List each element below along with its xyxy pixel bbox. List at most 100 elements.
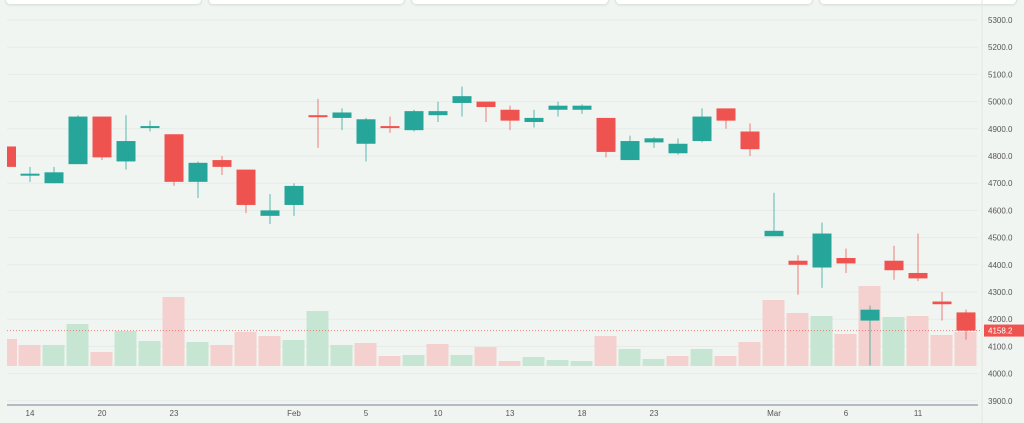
- candle[interactable]: [212, 156, 232, 176]
- y-tick-label: 5300.0: [988, 16, 1013, 25]
- volume-bar: [354, 343, 377, 366]
- candle[interactable]: [956, 309, 976, 340]
- candle[interactable]: [308, 98, 328, 148]
- y-tick-label: 4200.0: [988, 315, 1013, 324]
- y-tick-label: 3900.0: [988, 397, 1013, 406]
- time-axis[interactable]: 14 20 23 Feb 5 10 13 18 23 Mar 6 11: [26, 409, 923, 418]
- candle[interactable]: [524, 109, 544, 128]
- volume-bar: [690, 349, 713, 366]
- volume-bar: [474, 347, 497, 366]
- candle[interactable]: [7, 146, 16, 167]
- y-tick-label: 4300.0: [988, 288, 1013, 297]
- candle[interactable]: [740, 123, 760, 156]
- candle[interactable]: [284, 183, 304, 216]
- candle[interactable]: [716, 108, 736, 129]
- candle[interactable]: [500, 105, 520, 131]
- x-tick-label: 11: [914, 409, 923, 418]
- candle[interactable]: [620, 135, 640, 161]
- candle[interactable]: [236, 169, 256, 214]
- candle[interactable]: [380, 116, 400, 133]
- summary-cards-row: [0, 0, 1024, 5]
- volume-bar: [162, 297, 185, 366]
- volume-bar: [306, 311, 329, 366]
- price-axis[interactable]: 5300.0 5200.0 5100.0 5000.0 4900.0 4800.0 4700…: [981, 0, 1013, 423]
- y-tick-label: 4600.0: [988, 206, 1013, 215]
- volume-bar: [90, 352, 113, 366]
- volume-bar: [138, 341, 161, 366]
- y-tick-label: 4100.0: [988, 342, 1013, 351]
- candle[interactable]: [356, 117, 376, 162]
- candle[interactable]: [668, 138, 688, 155]
- x-tick-label: 18: [578, 409, 587, 418]
- candle[interactable]: [428, 101, 448, 122]
- candle[interactable]: [404, 109, 424, 132]
- candle[interactable]: [452, 86, 472, 117]
- candle[interactable]: [116, 115, 136, 170]
- volume-bar: [642, 359, 665, 366]
- candle[interactable]: [476, 101, 496, 122]
- candle[interactable]: [812, 222, 832, 288]
- volume-bar: [7, 339, 17, 366]
- candle[interactable]: [164, 134, 184, 186]
- x-tick-label: 20: [98, 409, 107, 418]
- x-tick-label: 6: [844, 409, 849, 418]
- candle[interactable]: [188, 161, 208, 199]
- y-tick-label: 4400.0: [988, 261, 1013, 270]
- candle[interactable]: [92, 116, 112, 161]
- candle[interactable]: [548, 101, 568, 117]
- candle[interactable]: [572, 104, 592, 114]
- x-tick-label: Mar: [767, 409, 781, 418]
- x-tick-label: 5: [364, 409, 369, 418]
- svg-text:4158.2: 4158.2: [988, 327, 1013, 336]
- volume-bar: [906, 316, 929, 366]
- volume-bar: [738, 342, 761, 366]
- volume-bar: [786, 313, 809, 366]
- y-tick-label: 4500.0: [988, 234, 1013, 243]
- volume-bar: [930, 335, 953, 366]
- y-tick-label: 4900.0: [988, 125, 1013, 134]
- y-tick-label: 4700.0: [988, 179, 1013, 188]
- last-price-tag: 4158.2: [984, 324, 1024, 337]
- volume-bar: [42, 345, 65, 366]
- volume-bar: [114, 331, 137, 366]
- y-tick-label: 5100.0: [988, 70, 1013, 79]
- candle[interactable]: [20, 166, 40, 182]
- candle[interactable]: [692, 108, 712, 143]
- candle[interactable]: [644, 136, 664, 148]
- volume-bar: [210, 345, 233, 366]
- volume-bar: [234, 332, 257, 366]
- candle[interactable]: [44, 166, 64, 184]
- candle[interactable]: [764, 192, 784, 237]
- volume-bar: [426, 344, 449, 366]
- volume-bar: [546, 360, 569, 366]
- candle[interactable]: [908, 233, 928, 282]
- candle[interactable]: [836, 248, 856, 273]
- candle[interactable]: [932, 292, 952, 321]
- candle[interactable]: [140, 120, 160, 132]
- volume-bar: [378, 356, 401, 366]
- candle[interactable]: [68, 115, 88, 165]
- volume-bar: [954, 332, 977, 366]
- candle[interactable]: [884, 245, 904, 280]
- volume-bar: [450, 355, 473, 366]
- y-tick-label: 5000.0: [988, 98, 1013, 107]
- volume-bars: [7, 286, 977, 366]
- candle[interactable]: [332, 108, 352, 131]
- volume-bar: [330, 345, 353, 366]
- candle[interactable]: [788, 255, 808, 295]
- candle[interactable]: [596, 117, 616, 158]
- volume-bar: [570, 361, 593, 366]
- candle[interactable]: [860, 305, 880, 366]
- y-tick-label: 5200.0: [988, 43, 1013, 52]
- candle[interactable]: [260, 194, 280, 224]
- volume-bar: [282, 340, 305, 366]
- volume-bar: [618, 349, 641, 366]
- volume-bar: [18, 345, 41, 366]
- volume-bar: [498, 361, 521, 366]
- volume-bar: [66, 324, 89, 366]
- candles: [7, 86, 976, 366]
- volume-bar: [714, 356, 737, 366]
- x-tick-label: 23: [170, 409, 179, 418]
- x-tick-label: 14: [26, 409, 35, 418]
